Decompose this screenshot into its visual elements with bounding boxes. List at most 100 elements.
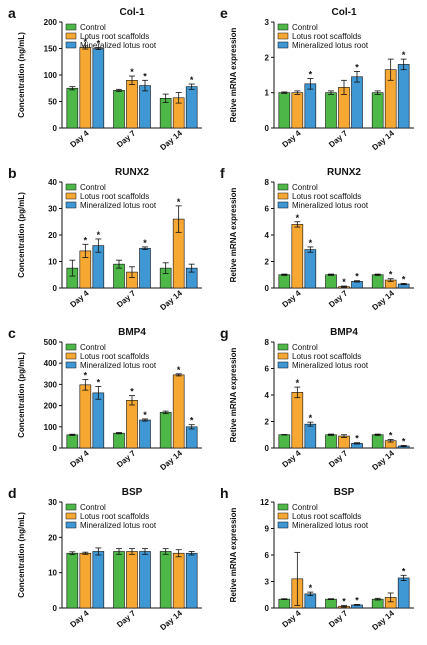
panel-h: h BSP Retive mRNA expression 0 3 6 9 12 * Day 4 * *…: [220, 485, 414, 632]
y-tick-label: 0: [265, 124, 270, 133]
x-tick-label: Day 7: [327, 288, 350, 309]
x-tick-label: Day 14: [158, 608, 184, 632]
x-tick-label: Day 14: [158, 448, 184, 472]
y-tick-label: 20: [48, 533, 57, 542]
legend-swatch: [65, 361, 77, 369]
significance-marker: *: [84, 37, 88, 47]
x-tick-label: Day 7: [327, 448, 350, 469]
bar: [397, 577, 410, 609]
x-tick-label: Day 14: [370, 128, 396, 152]
y-axis-label: Concentration (pg/mL): [17, 192, 26, 278]
bar: [79, 384, 92, 449]
bar: [113, 90, 125, 129]
y-tick-label: 100: [44, 423, 58, 432]
legend-swatch: [65, 352, 77, 360]
significance-marker: *: [97, 378, 101, 388]
bar: [278, 598, 291, 609]
legend-label: Lotus root scaffolds: [292, 352, 361, 361]
panel-letter: c: [8, 325, 16, 341]
y-tick-label: 6: [265, 365, 270, 374]
panel-letter: f: [220, 165, 225, 181]
panel-g: g BMP4 Retive mRNA expression 0 2 4 6 8 * * Day 4 *…: [220, 325, 414, 472]
legend-label: Mineralized lotus root: [292, 361, 369, 370]
chart-title: RUNX2: [115, 167, 149, 178]
x-tick-label: Day 7: [327, 128, 350, 149]
legend-swatch: [65, 343, 77, 351]
x-tick-label: Day 7: [115, 608, 138, 629]
significance-marker: *: [84, 371, 88, 381]
x-tick-label: Day 4: [280, 128, 303, 149]
significance-marker: *: [402, 436, 406, 446]
y-tick-label: 2: [265, 258, 270, 267]
x-tick-label: Day 4: [280, 608, 303, 629]
significance-marker: *: [190, 416, 194, 426]
bar: [159, 412, 172, 449]
y-tick-label: 8: [265, 178, 270, 187]
bar: [172, 374, 185, 449]
chart-title: Col-1: [120, 7, 145, 18]
legend-label: Mineralized lotus root: [292, 521, 369, 530]
x-tick-label: Day 14: [370, 448, 396, 472]
x-tick-label: Day 7: [327, 608, 350, 629]
significance-marker: *: [355, 62, 359, 72]
significance-marker: *: [190, 75, 194, 85]
legend-swatch: [65, 201, 77, 209]
legend-label: Lotus root scaffolds: [80, 32, 149, 41]
bar: [185, 552, 198, 609]
significance-marker: *: [389, 430, 393, 440]
significance-marker: *: [402, 566, 406, 576]
y-tick-label: 3: [265, 578, 270, 587]
legend-label: Control: [292, 503, 318, 512]
panel-letter: d: [8, 485, 17, 501]
legend-label: Control: [292, 183, 318, 192]
bar: [278, 434, 291, 449]
legend-swatch: [277, 512, 289, 520]
x-tick-label: Day 4: [68, 608, 91, 629]
panel-b: b RUNX2 Concentration (pg/mL) 0 10 20 30 40 * * Da…: [8, 165, 202, 312]
bar: [66, 434, 79, 449]
significance-marker: *: [402, 274, 406, 284]
legend-label: Mineralized lotus root: [80, 361, 157, 370]
legend-swatch: [277, 361, 289, 369]
panel-letter: b: [8, 165, 17, 181]
bar: [139, 551, 151, 609]
y-axis-label: Retive mRNA expression: [229, 347, 238, 442]
bar: [92, 392, 105, 449]
significance-marker: *: [177, 197, 181, 207]
bar: [304, 249, 317, 289]
y-tick-label: 2: [265, 53, 270, 62]
bar: [338, 435, 350, 449]
legend-label: Lotus root scaffolds: [292, 192, 361, 201]
legend-label: Control: [80, 343, 106, 352]
y-tick-label: 30: [48, 205, 57, 214]
legend-swatch: [277, 201, 289, 209]
bar: [172, 552, 185, 609]
bar: [397, 64, 410, 129]
bar: [92, 551, 105, 609]
y-tick-label: 1: [265, 89, 270, 98]
legend-label: Mineralized lotus root: [292, 201, 369, 210]
x-tick-label: Day 4: [280, 288, 303, 309]
legend-swatch: [65, 503, 77, 511]
significance-marker: *: [130, 67, 134, 77]
panel-letter: h: [220, 485, 229, 501]
bar: [92, 48, 105, 129]
significance-marker: *: [309, 70, 313, 80]
y-tick-label: 150: [44, 45, 58, 54]
significance-marker: *: [309, 413, 313, 423]
significance-marker: *: [309, 238, 313, 248]
x-tick-label: Day 7: [115, 128, 138, 149]
legend-swatch: [277, 343, 289, 351]
y-tick-label: 0: [53, 604, 58, 613]
bar: [126, 551, 138, 609]
bar: [79, 47, 92, 129]
legend-swatch: [277, 41, 289, 49]
y-axis-label: Concentration (pg/mL): [17, 352, 26, 438]
x-tick-label: Day 4: [68, 128, 91, 149]
legend-swatch: [277, 32, 289, 40]
legend-label: Lotus root scaffolds: [292, 512, 361, 521]
legend-label: Mineralized lotus root: [80, 201, 157, 210]
y-tick-label: 400: [44, 359, 58, 368]
y-tick-label: 200: [44, 402, 58, 411]
panel-d: d BSP Concentration (ng/mL) 0 10 20 30 Day 4 Day…: [8, 485, 202, 632]
